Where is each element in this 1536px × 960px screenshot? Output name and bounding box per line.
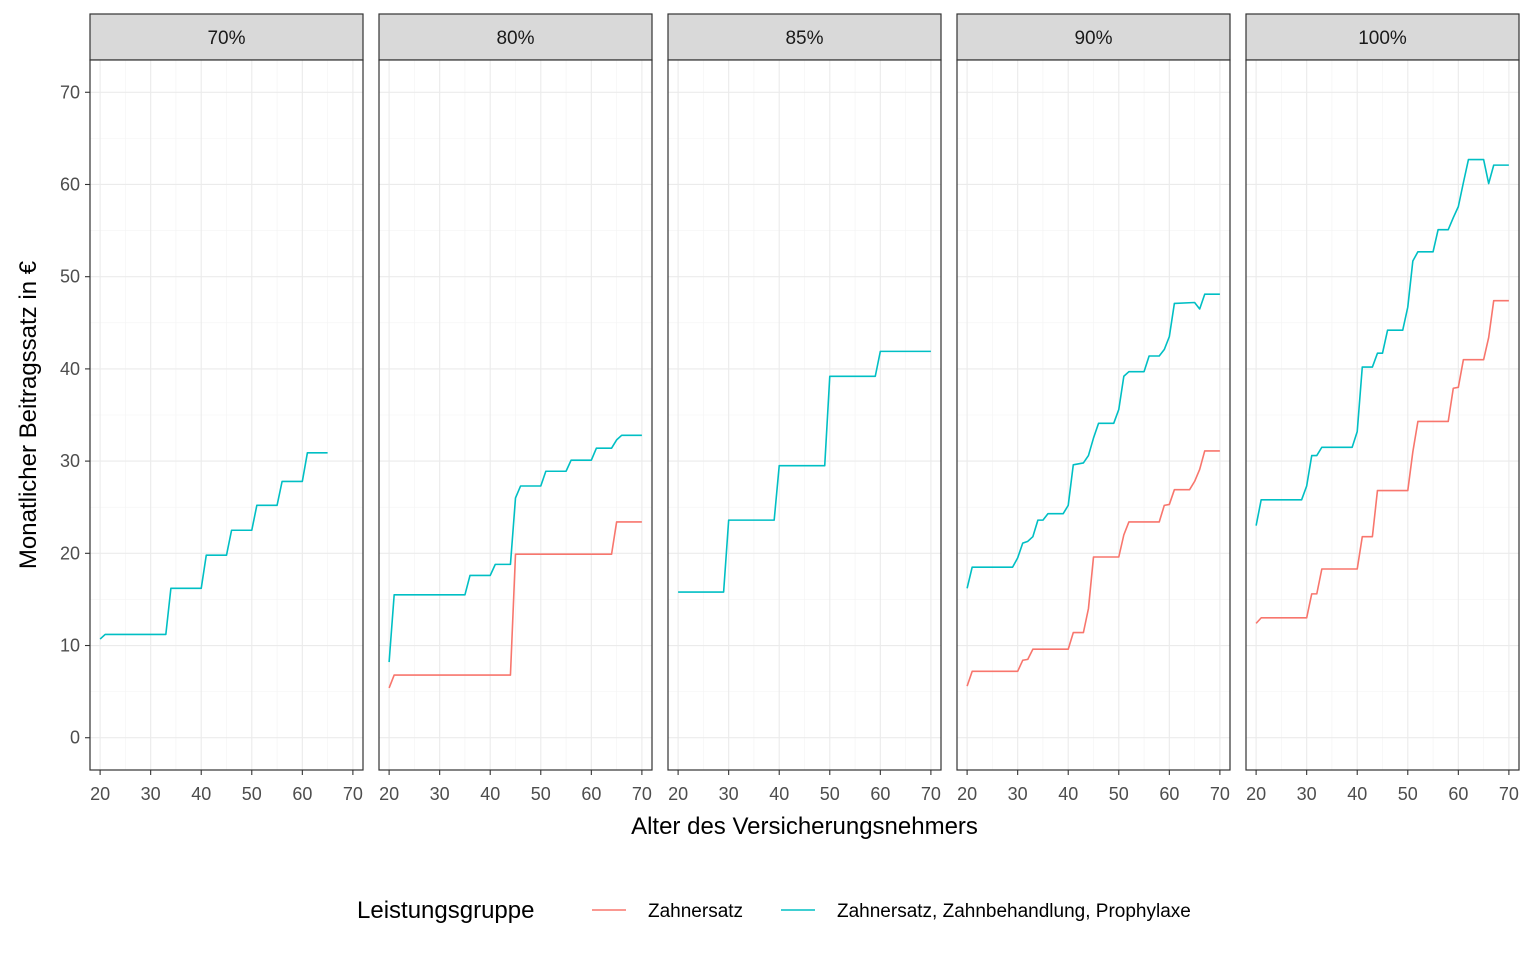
x-tick-label: 20 [957, 784, 977, 804]
y-tick-label: 40 [60, 359, 80, 379]
y-tick-label: 0 [70, 728, 80, 748]
series-line [99, 452, 328, 640]
panel-border [956, 59, 1231, 771]
x-tick-label: 40 [1058, 784, 1078, 804]
x-tick-label: 70 [343, 784, 363, 804]
x-tick-label: 20 [1246, 784, 1266, 804]
x-tick-label: 50 [531, 784, 551, 804]
y-tick-label: 30 [60, 451, 80, 471]
x-tick-label: 50 [820, 784, 840, 804]
x-tick-label: 30 [1008, 784, 1028, 804]
x-tick-label: 50 [1109, 784, 1129, 804]
x-tick-label: 60 [870, 784, 890, 804]
facet-panel: 80% 20 30 40 50 60 70 [378, 13, 653, 804]
x-tick-label: 40 [191, 784, 211, 804]
series-line [966, 450, 1220, 687]
x-tick-label: 60 [1448, 784, 1468, 804]
y-tick-label: 20 [60, 543, 80, 563]
x-tick-label: 60 [581, 784, 601, 804]
facet-strip-label: 90% [1074, 28, 1112, 49]
x-tick-label: 70 [921, 784, 941, 804]
facet-strip-label: 100% [1358, 28, 1407, 49]
x-tick-label: 20 [379, 784, 399, 804]
legend-label: Zahnersatz, Zahnbehandlung, Prophylaxe [837, 901, 1191, 922]
x-tick-label: 30 [430, 784, 450, 804]
x-tick-label: 70 [632, 784, 652, 804]
series-line [1255, 158, 1509, 526]
y-tick-label: 70 [60, 82, 80, 102]
x-tick-label: 70 [1210, 784, 1230, 804]
x-tick-label: 60 [292, 784, 312, 804]
y-tick-label: 60 [60, 174, 80, 194]
series-line [388, 521, 642, 689]
x-tick-label: 30 [141, 784, 161, 804]
facet-strip [1245, 13, 1520, 61]
facet-strip-label: 80% [496, 28, 534, 49]
facet-panel: 100% 20 30 40 50 60 70 [1245, 13, 1520, 804]
facet-strip [667, 13, 942, 61]
x-tick-label: 40 [480, 784, 500, 804]
legend: Leistungsgruppe Zahnersatz Zahnersatz, Za… [357, 897, 1191, 924]
x-tick-label: 20 [668, 784, 688, 804]
series-line [678, 350, 931, 593]
facet-strip-label: 85% [785, 28, 823, 49]
x-tick-label: 70 [1499, 784, 1519, 804]
series-line [1255, 299, 1509, 624]
series-line [388, 434, 642, 663]
panel-border [667, 59, 942, 771]
facet-panel: 85% 20 30 40 50 60 70 [667, 13, 942, 804]
legend-title: Leistungsgruppe [357, 897, 534, 924]
x-tick-label: 40 [769, 784, 789, 804]
panel-border [89, 59, 364, 771]
facet-strip [378, 13, 653, 61]
x-tick-label: 20 [90, 784, 110, 804]
facet-panel: 70% 20 30 40 50 60 70 0 10 20 30 40 50 60 70 [60, 13, 364, 804]
facet-strip [956, 13, 1231, 61]
series-line [966, 293, 1220, 589]
y-axis-title: Monatlicher Beitragssatz in € [15, 260, 42, 569]
x-tick-label: 30 [1297, 784, 1317, 804]
x-tick-label: 50 [1398, 784, 1418, 804]
facet-strip-label: 70% [207, 28, 245, 49]
y-tick-label: 10 [60, 636, 80, 656]
x-tick-label: 60 [1159, 784, 1179, 804]
facet-strip [89, 13, 364, 61]
legend-label: Zahnersatz [648, 901, 743, 922]
x-tick-label: 40 [1347, 784, 1367, 804]
facet-panels: 70% 20 30 40 50 60 70 0 10 20 30 40 50 60 70 80% 20 30 40 5… [60, 13, 1520, 804]
panel-border [1245, 59, 1520, 771]
panel-border [378, 59, 653, 771]
x-tick-label: 50 [242, 784, 262, 804]
y-tick-label: 50 [60, 267, 80, 287]
facet-panel: 90% 20 30 40 50 60 70 [956, 13, 1231, 804]
x-axis-title: Alter des Versicherungsnehmers [631, 813, 978, 840]
x-tick-label: 30 [719, 784, 739, 804]
